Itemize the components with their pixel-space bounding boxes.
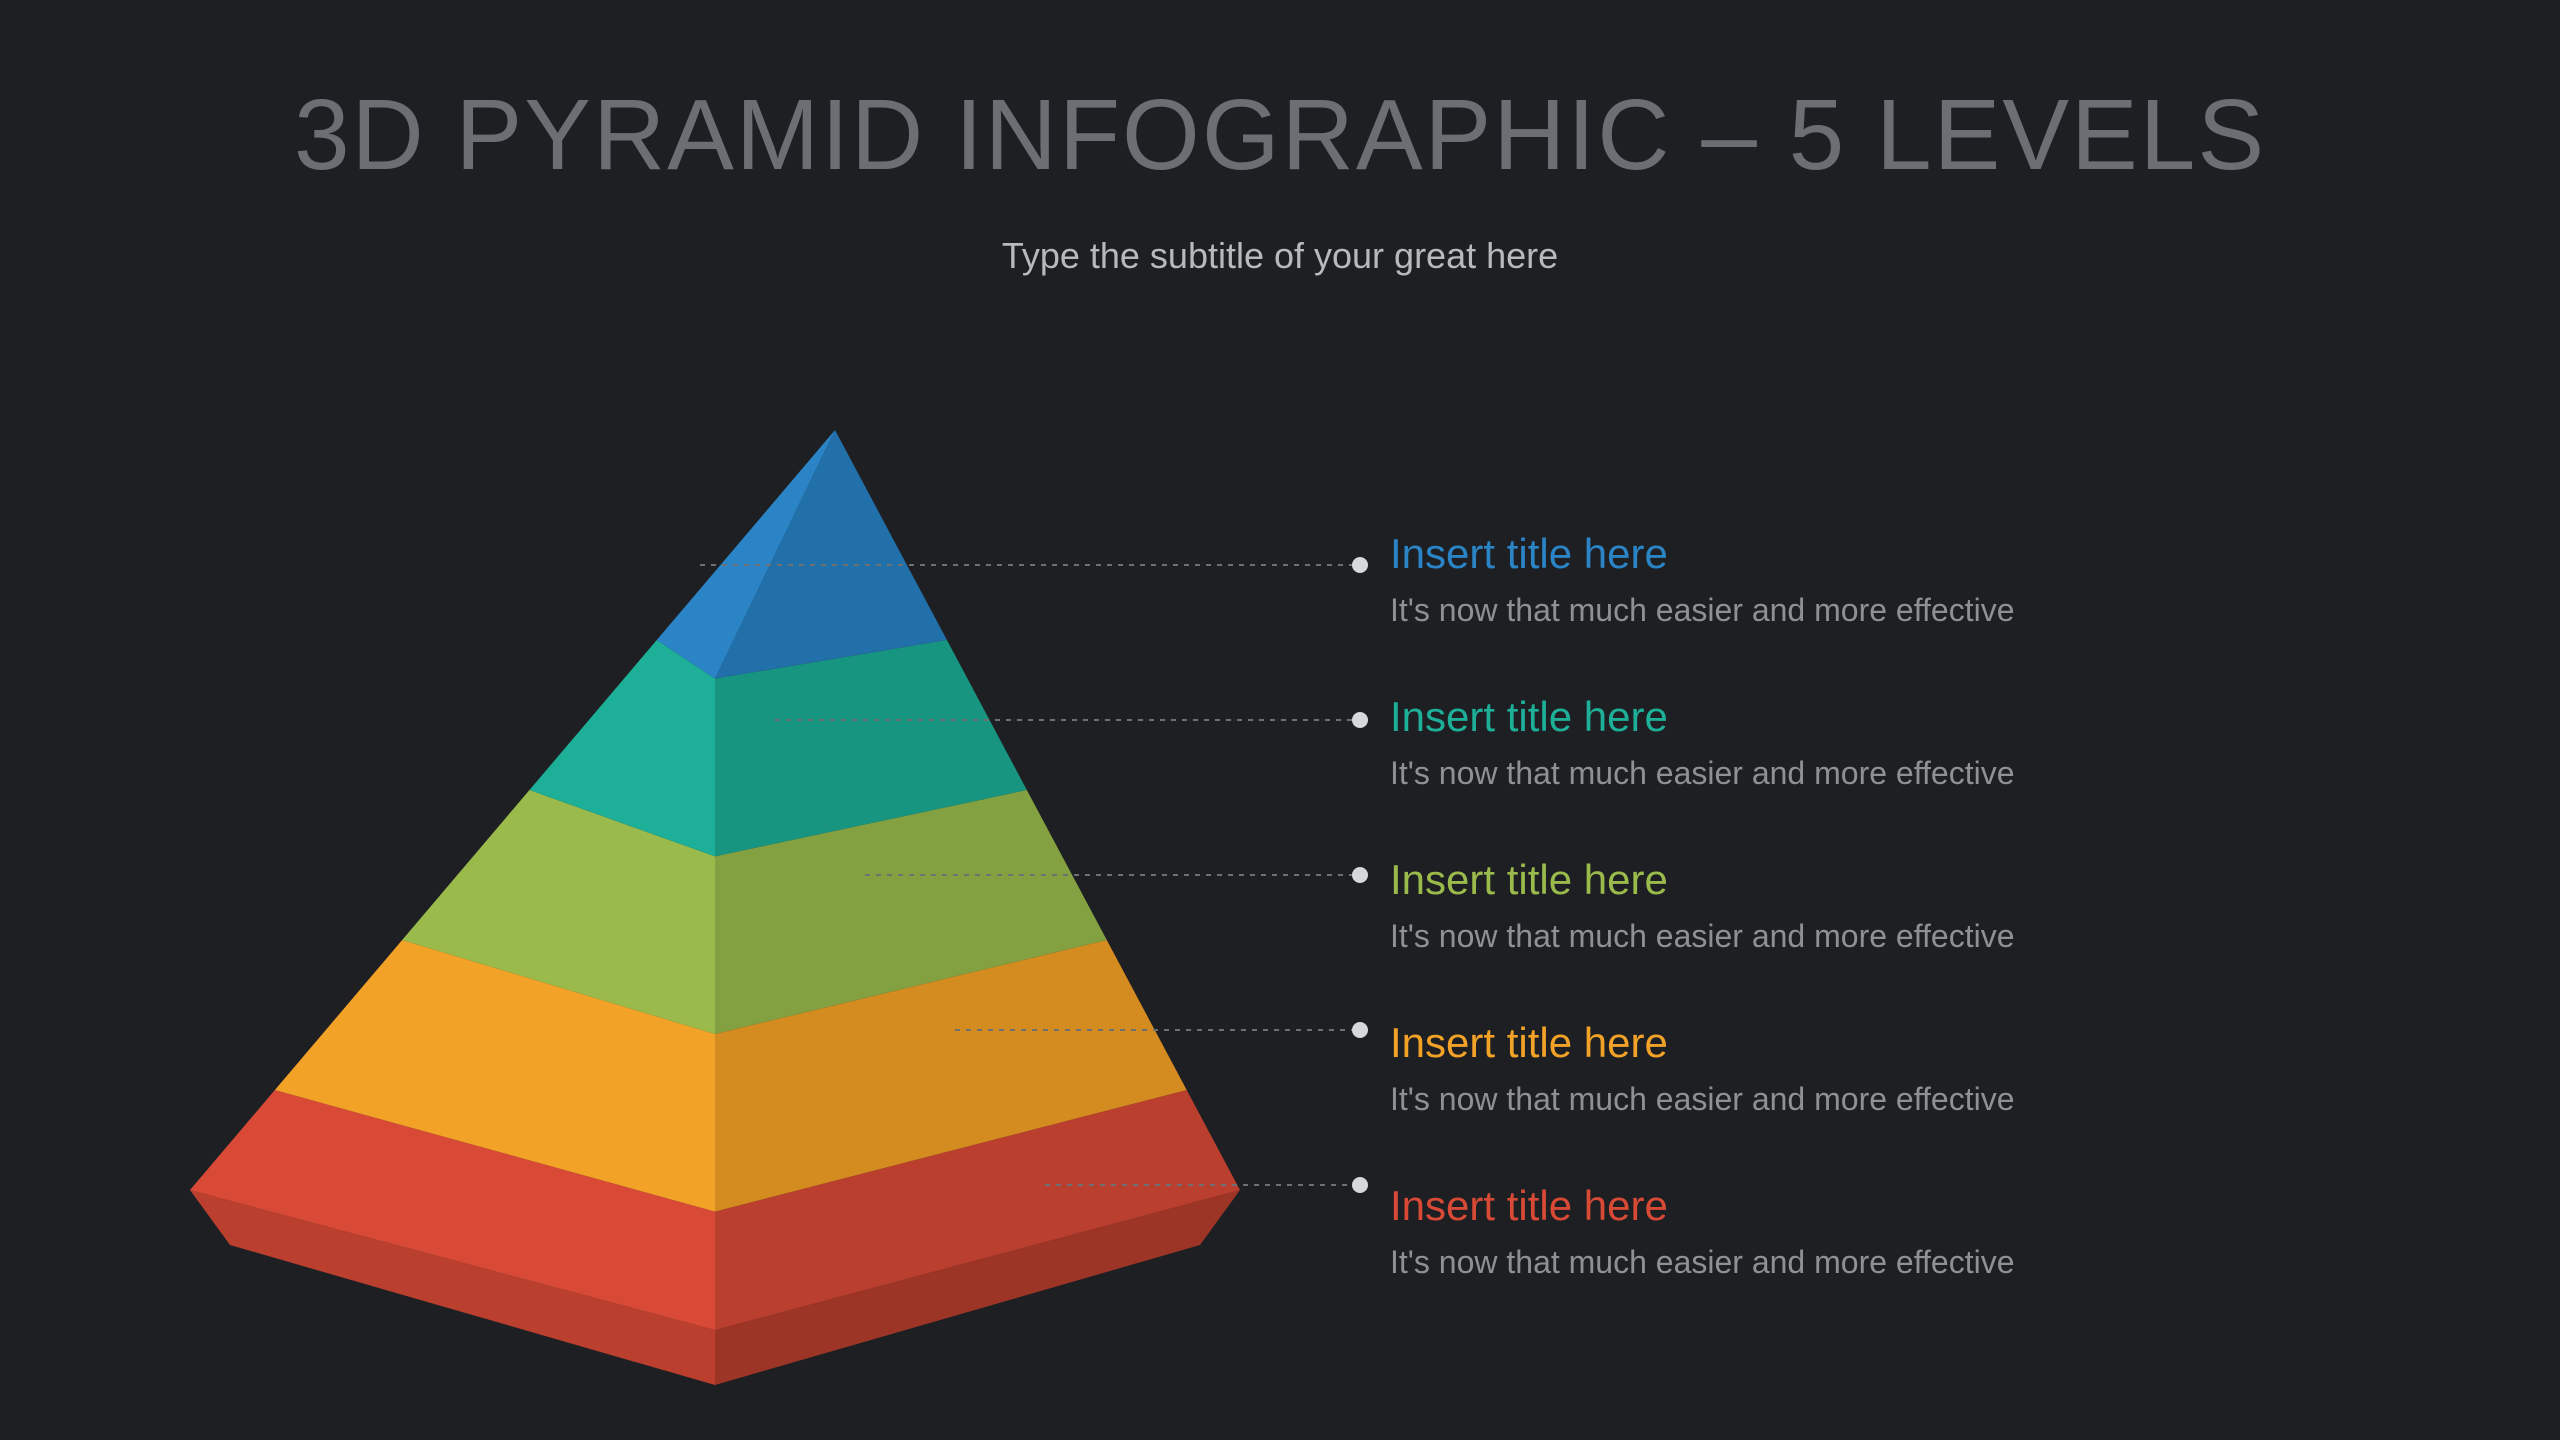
legend-item-title: Insert title here	[1390, 530, 2390, 578]
legend-item: Insert title here It's now that much easi…	[1390, 1019, 2390, 1118]
legend-item: Insert title here It's now that much easi…	[1390, 693, 2390, 792]
legend-item-desc: It's now that much easier and more effec…	[1390, 1244, 2390, 1281]
slide: 3D PYRAMID INFOGRAPHIC – 5 LEVELS Type t…	[0, 0, 2560, 1440]
legend-item-desc: It's now that much easier and more effec…	[1390, 918, 2390, 955]
legend-item: Insert title here It's now that much easi…	[1390, 856, 2390, 955]
legend-item: Insert title here It's now that much easi…	[1390, 1182, 2390, 1281]
slide-subtitle: Type the subtitle of your great here	[0, 235, 2560, 277]
legend-item-title: Insert title here	[1390, 1182, 2390, 1230]
legend-item-desc: It's now that much easier and more effec…	[1390, 1081, 2390, 1118]
legend-item-title: Insert title here	[1390, 1019, 2390, 1067]
pyramid	[190, 430, 1140, 1390]
legend-item: Insert title here It's now that much easi…	[1390, 530, 2390, 629]
legend-item-desc: It's now that much easier and more effec…	[1390, 755, 2390, 792]
legend-item-title: Insert title here	[1390, 693, 2390, 741]
legend-item-title: Insert title here	[1390, 856, 2390, 904]
legend: Insert title here It's now that much easi…	[1390, 530, 2390, 1345]
legend-item-desc: It's now that much easier and more effec…	[1390, 592, 2390, 629]
slide-title: 3D PYRAMID INFOGRAPHIC – 5 LEVELS	[0, 78, 2560, 193]
